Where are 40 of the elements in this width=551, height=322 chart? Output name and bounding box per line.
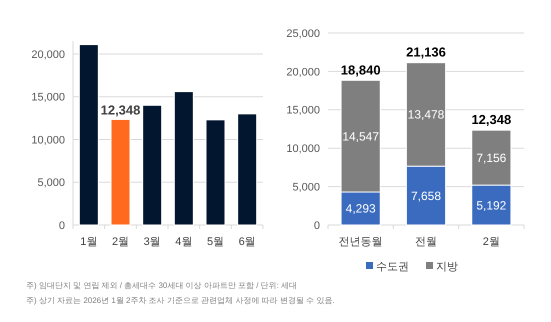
bar <box>142 104 162 226</box>
data-label: 4,293 <box>346 202 376 216</box>
data-label: 7,156 <box>476 150 507 165</box>
bar <box>206 119 226 226</box>
total-label: 21,136 <box>406 44 446 60</box>
bar <box>237 113 258 226</box>
y-tick-label: 10,000 <box>286 143 320 156</box>
data-label: 13,478 <box>408 108 445 122</box>
x-tick-label: 2월 <box>482 236 500 248</box>
y-tick-label: 5,000 <box>37 177 65 190</box>
text: 주) 상기 자료는 2026년 1월 2주차 조사 기준으로 관련업체 사정에 따라 변경될 수 있음. <box>26 296 334 305</box>
total-label: 12,348 <box>471 112 512 128</box>
total-label: 18,840 <box>340 62 381 78</box>
x-tick-label: 5월 <box>206 236 224 248</box>
x-tick-label: 전월 <box>415 236 437 248</box>
y-tick-label: 5,000 <box>292 181 320 194</box>
x-tick-label: 2월 <box>112 236 130 248</box>
y-tick-label: 20,000 <box>286 66 320 78</box>
y-tick-label: 15,000 <box>286 104 320 117</box>
x-tick-label: 4월 <box>175 236 192 248</box>
bar <box>174 91 194 226</box>
data-label: 12,348 <box>100 102 140 118</box>
x-tick-label: 전년동월 <box>338 236 383 248</box>
bar <box>78 44 99 226</box>
legend-label: 지방 <box>436 260 458 273</box>
y-tick-label: 15,000 <box>31 92 65 104</box>
x-tick-label: 1월 <box>80 236 98 248</box>
text: 주) 임대단지 및 연립 제외 / 총세대수 30세대 이상 아파트만 포함 / 단위: 세대 <box>26 281 298 290</box>
x-tick-label: 6월 <box>238 236 256 248</box>
y-tick-label: 10,000 <box>31 134 65 146</box>
bar <box>110 118 130 226</box>
y-tick-label: 20,000 <box>31 48 65 61</box>
x-tick-label: 3월 <box>144 236 161 248</box>
data-label: 14,547 <box>342 129 380 144</box>
data-label: 7,658 <box>410 188 442 203</box>
y-tick-label: 0 <box>314 220 320 232</box>
y-tick-label: 25,000 <box>286 28 320 40</box>
legend-label: 수도권 <box>376 260 409 273</box>
y-tick-label: 0 <box>58 220 65 232</box>
data-label: 5,192 <box>476 198 507 212</box>
